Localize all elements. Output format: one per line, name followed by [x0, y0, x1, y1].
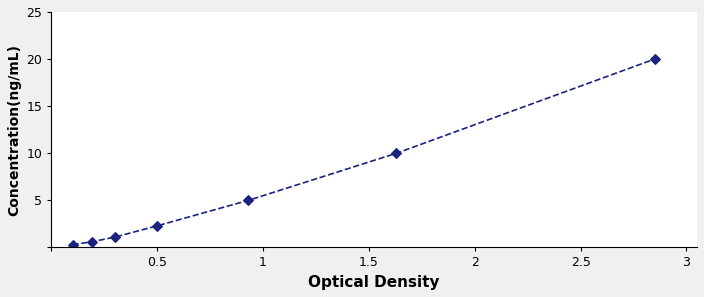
X-axis label: Optical Density: Optical Density: [308, 275, 440, 290]
Y-axis label: Concentration(ng/mL): Concentration(ng/mL): [7, 44, 21, 216]
